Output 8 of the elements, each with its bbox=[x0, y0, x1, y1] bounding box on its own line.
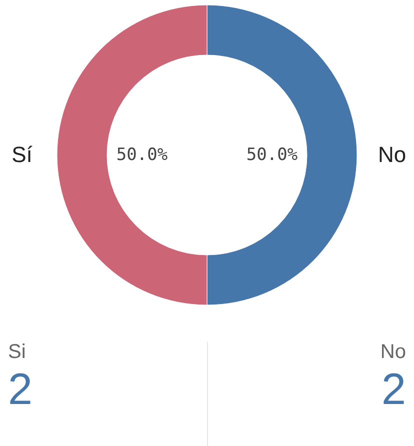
data-label: 50.0% bbox=[246, 145, 298, 165]
slice-label: No bbox=[378, 142, 406, 167]
data-label: 2 bbox=[380, 364, 406, 416]
category-label: Si bbox=[8, 340, 27, 364]
data-label: 50.0% bbox=[116, 145, 168, 165]
slice-label: Sí bbox=[12, 142, 32, 167]
data-label: 2 bbox=[8, 364, 34, 416]
category-label: No bbox=[379, 340, 406, 364]
